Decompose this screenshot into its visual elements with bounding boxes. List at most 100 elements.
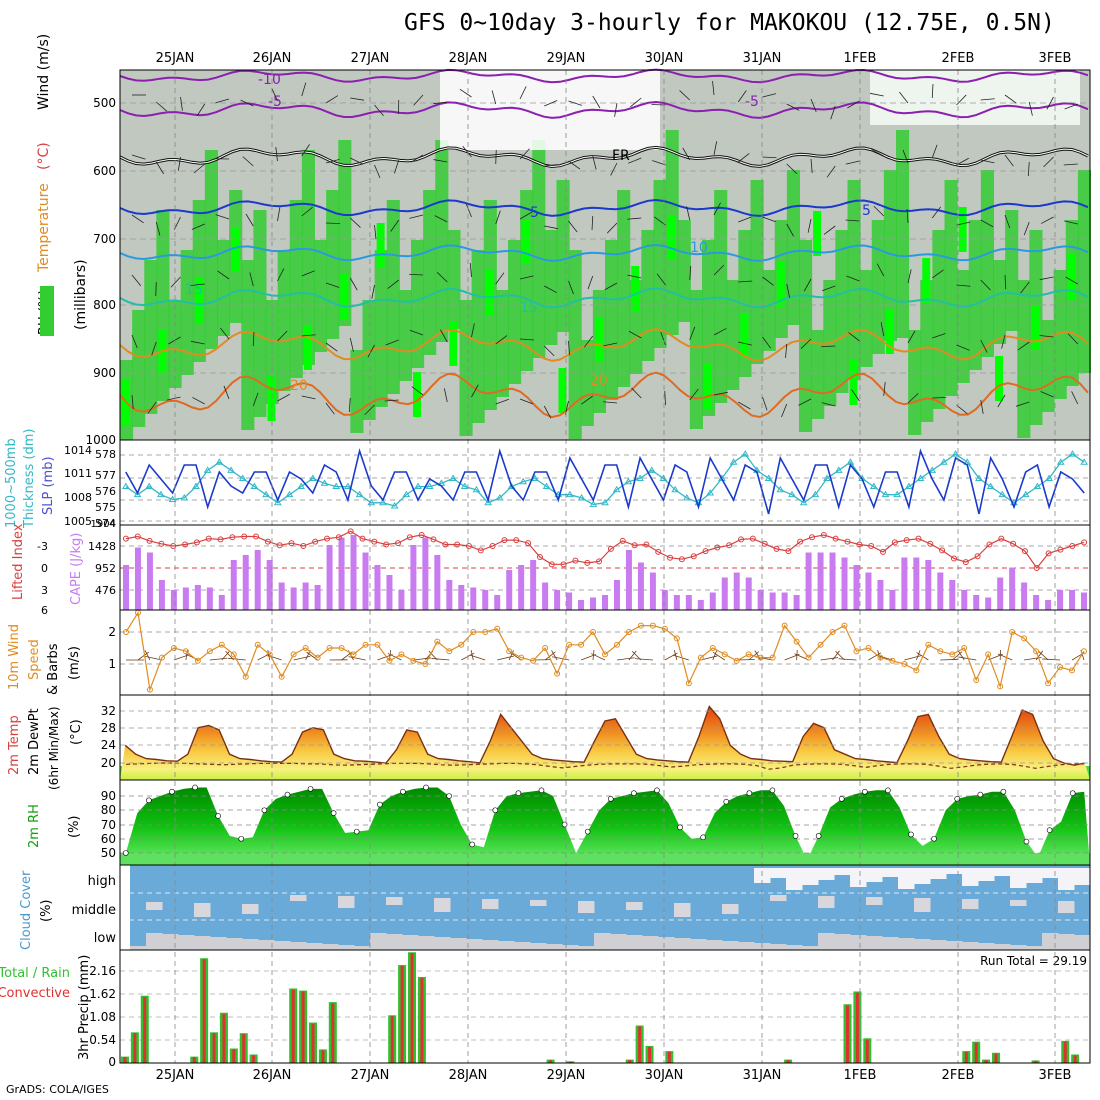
lifted-index-point <box>276 542 283 549</box>
wind-barb <box>471 323 475 338</box>
wind10m-point <box>781 622 788 629</box>
thickness-line <box>125 453 1085 507</box>
cape-bar <box>410 545 417 610</box>
cloud-high-gap <box>1058 868 1075 890</box>
wind-barb <box>851 389 860 402</box>
cape-bar <box>146 552 153 610</box>
lifted-index-point <box>714 544 721 551</box>
rh-point <box>1000 788 1007 795</box>
rh-bright-patch <box>376 223 385 268</box>
thickness-axis-label: 1000~500mb <box>4 438 19 528</box>
rh-point <box>192 784 198 791</box>
precip-convective-bar <box>964 1051 968 1063</box>
lifted-index-point <box>950 555 957 562</box>
wind10m-barb <box>145 656 162 661</box>
rh-bright-patch <box>449 321 458 366</box>
wind-barb <box>1039 335 1054 338</box>
wind10m-point <box>362 641 369 648</box>
wind-barb <box>1039 276 1054 281</box>
wind-barb <box>689 266 692 281</box>
lifted-index-point <box>442 541 449 548</box>
lifted-index-point <box>1033 565 1040 571</box>
thickness-point <box>157 490 165 498</box>
rh-column <box>217 240 231 336</box>
wind10m-point <box>877 654 884 661</box>
wind-barb <box>689 326 696 341</box>
rh-bright-patch <box>303 325 312 370</box>
wind-barb <box>1004 214 1011 229</box>
wind10m-barb <box>266 654 282 661</box>
wind-barb <box>170 276 181 288</box>
cloud-low-fill <box>706 940 723 950</box>
wind-barb <box>1001 334 1006 349</box>
wind10m-point <box>949 651 956 658</box>
wind10m-point <box>1033 648 1040 655</box>
wind-barb <box>738 216 752 223</box>
contour-label: FR <box>612 148 630 164</box>
cloud-high-gap <box>866 868 883 882</box>
wind10m-barb <box>469 654 486 661</box>
wind10m-barb <box>835 651 845 661</box>
thickness-point <box>530 474 539 481</box>
wind-barb <box>1065 276 1078 285</box>
rh-column <box>799 240 813 432</box>
thickness-point <box>460 482 469 490</box>
wind-barb <box>519 148 530 160</box>
wind10m-point <box>590 629 597 635</box>
cloud-low-fill <box>274 941 291 950</box>
thickness-point <box>706 489 715 496</box>
thickness-tick-label: 576 <box>95 485 116 498</box>
lifted-index-point <box>986 541 993 548</box>
wind-barb <box>810 158 813 173</box>
cape-bar <box>961 590 968 610</box>
rh-column <box>617 190 631 387</box>
thickness-point <box>659 474 668 481</box>
lifted-index-point <box>891 539 898 546</box>
precip-convective-bar <box>628 1060 632 1063</box>
wind10m-point <box>1057 664 1064 671</box>
wind10m-point <box>625 629 632 635</box>
wind-barb <box>166 396 181 401</box>
cape-bar <box>278 582 285 610</box>
cloud-axis-label: Cloud Cover <box>19 870 34 950</box>
rh-column <box>714 190 728 403</box>
thickness-tick-label: 575 <box>95 501 116 514</box>
cloud-low-fill <box>130 946 147 950</box>
wind-barb <box>1004 274 1007 290</box>
cape-bar <box>697 600 704 610</box>
wind-barb <box>587 275 594 290</box>
wind10m-barb <box>712 652 725 661</box>
rh-bright-patch <box>340 274 349 319</box>
lifted-index-point <box>596 558 603 565</box>
thickness-point <box>741 450 750 457</box>
contour-10 <box>119 243 1089 262</box>
lifted-index-point <box>217 536 224 543</box>
wind-barb <box>495 210 501 225</box>
wind10m-point <box>482 629 489 635</box>
wind10m-point <box>733 657 740 664</box>
wind-barb <box>932 269 944 279</box>
rh-bright-patch <box>231 227 240 272</box>
wind-barb <box>980 339 988 353</box>
wind-barb <box>519 86 527 100</box>
rh-column <box>471 250 485 423</box>
wind10m-point <box>817 641 824 648</box>
wind-barb <box>713 391 728 396</box>
rh-legend-swatch <box>40 286 54 336</box>
wind-barb <box>830 105 836 120</box>
rh-column <box>653 180 667 348</box>
contour-label: 20 <box>590 373 608 389</box>
wind10m-barb <box>497 655 514 661</box>
cloud-middle-gap <box>530 900 547 906</box>
wind-barb <box>249 272 254 287</box>
rh-column <box>277 250 291 391</box>
rh-point <box>146 797 152 804</box>
lifted-index-point <box>974 553 981 560</box>
cape-bar <box>901 557 908 610</box>
slp-extra-tick: 1904 <box>91 519 116 530</box>
cape-bar <box>769 592 776 610</box>
wind-barb <box>679 90 691 101</box>
cape-bar <box>721 577 728 610</box>
cloud-low-fill <box>434 937 451 950</box>
wind-barb <box>956 157 969 166</box>
